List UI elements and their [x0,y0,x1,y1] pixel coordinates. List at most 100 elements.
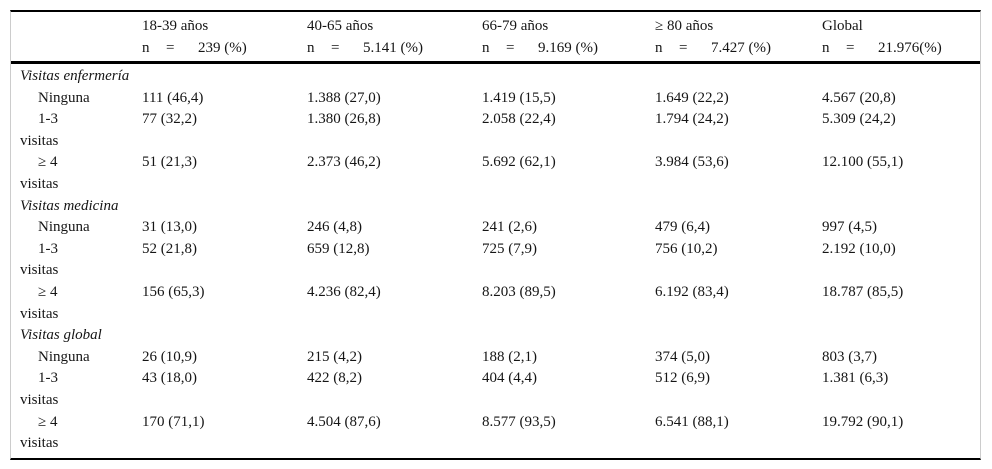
table-row: Ninguna 111 (46,4) 1.388 (27,0) 1.419 (15,5… [11,88,980,110]
data-cell: 2.058 (22,4) [482,111,556,128]
table-row: 1-3 visitas 43 (18,0) 422 (8,2) 404 (4,4) 512… [11,368,980,411]
section-title: Visitas enfermería [20,68,130,84]
data-cell: 4.236 (82,4) [307,283,381,300]
section-row: Visitas enfermería [11,66,980,88]
data-cell: 725 (7,9) [482,240,537,257]
data-cell: 404 (4,4) [482,370,537,387]
table-row: ≥ 4 visitas 170 (71,1) 4.504 (87,6) 8.577 (9… [11,412,980,455]
section-row: Visitas global [11,325,980,347]
table-row: Ninguna 31 (13,0) 246 (4,8) 241 (2,6) 479 (6… [11,217,980,239]
row-label-line2: visitas [20,305,59,322]
n-value: 21.976(%) [878,40,942,56]
row-label: Ninguna [20,347,142,369]
column-header: Global n = 21.976(%) [822,15,980,59]
age-group-label: 18-39 años [142,18,209,34]
sample-size-line: n = 7.427 (%) [655,37,822,59]
data-cell: 512 (6,9) [655,370,710,387]
equals-symbol: = [166,40,175,56]
data-cell: 6.541 (88,1) [655,413,729,430]
n-symbol: n [307,40,315,56]
row-label-line1: Ninguna [38,89,90,106]
data-cell: 8.577 (93,5) [482,413,556,430]
sample-size-line: n = 9.169 (%) [482,37,655,59]
data-cell: 51 (21,3) [142,154,197,171]
n-value: 239 (%) [198,40,247,56]
row-label: 1-3 visitas [20,109,142,152]
row-label-line1: Ninguna [38,219,90,236]
equals-symbol: = [846,40,855,56]
data-cell: 241 (2,6) [482,219,537,236]
age-group-label: 40-65 años [307,18,374,34]
row-label-line1: 1-3 [38,111,58,128]
data-cell: 374 (5,0) [655,348,710,365]
column-header: ≥ 80 años n = 7.427 (%) [655,15,822,59]
data-cell: 1.380 (26,8) [307,111,381,128]
section-row: Visitas medicina [11,196,980,218]
row-label-line2: visitas [20,132,59,149]
row-label-line1: ≥ 4 [38,154,58,171]
header-row: 18-39 años n = 239 (%) 40-65 años n = 5.141 (%)… [11,12,980,64]
row-label-line1: ≥ 4 [38,283,58,300]
row-label-line2: visitas [20,435,59,452]
data-cell: 26 (10,9) [142,348,197,365]
section-title: Visitas global [20,327,102,344]
row-label: ≥ 4 visitas [20,282,142,325]
visits-by-age-table: 18-39 años n = 239 (%) 40-65 años n = 5.141 (%)… [10,10,981,460]
n-value: 7.427 (%) [711,40,771,56]
data-cell: 997 (4,5) [822,219,877,236]
header-empty-cell [20,15,142,59]
section-title: Visitas medicina [20,197,119,214]
data-cell: 31 (13,0) [142,219,197,236]
data-cell: 170 (71,1) [142,413,205,430]
data-cell: 1.794 (24,2) [655,111,729,128]
sample-size-line: n = 5.141 (%) [307,37,482,59]
n-symbol: n [142,40,150,56]
age-group-label: 66-79 años [482,18,549,34]
row-label: 1-3 visitas [20,368,142,411]
data-cell: 43 (18,0) [142,370,197,387]
row-label-line2: visitas [20,262,59,279]
equals-symbol: = [331,40,340,56]
data-cell: 2.192 (10,0) [822,240,896,257]
data-cell: 3.984 (53,6) [655,154,729,171]
data-cell: 5.309 (24,2) [822,111,896,128]
row-label-line1: 1-3 [38,370,58,387]
table-row: ≥ 4 visitas 156 (65,3) 4.236 (82,4) 8.203 (8… [11,282,980,325]
data-cell: 8.203 (89,5) [482,283,556,300]
data-cell: 659 (12,8) [307,240,370,257]
n-symbol: n [482,40,490,56]
row-label: ≥ 4 visitas [20,412,142,455]
age-group-label: ≥ 80 años [655,18,714,34]
n-value: 9.169 (%) [538,40,598,56]
data-cell: 5.692 (62,1) [482,154,556,171]
table-row: ≥ 4 visitas 51 (21,3) 2.373 (46,2) 5.692 (62… [11,152,980,195]
data-cell: 1.419 (15,5) [482,89,556,106]
column-header: 66-79 años n = 9.169 (%) [482,15,655,59]
data-cell: 2.373 (46,2) [307,154,381,171]
row-label-line2: visitas [20,175,59,192]
row-label-line1: ≥ 4 [38,413,58,430]
data-cell: 4.567 (20,8) [822,89,896,106]
column-header: 18-39 años n = 239 (%) [142,15,307,59]
row-label: Ninguna [20,217,142,239]
row-label-line1: Ninguna [38,348,90,365]
row-label-line2: visitas [20,391,59,408]
data-cell: 756 (10,2) [655,240,718,257]
n-symbol: n [822,40,830,56]
data-cell: 1.388 (27,0) [307,89,381,106]
equals-symbol: = [506,40,515,56]
table-row: 1-3 visitas 52 (21,8) 659 (12,8) 725 (7,9) 75… [11,239,980,282]
data-cell: 18.787 (85,5) [822,283,904,300]
data-cell: 19.792 (90,1) [822,413,904,430]
row-label-line1: 1-3 [38,240,58,257]
column-header: 40-65 años n = 5.141 (%) [307,15,482,59]
data-cell: 4.504 (87,6) [307,413,381,430]
data-cell: 479 (6,4) [655,219,710,236]
row-label: ≥ 4 visitas [20,152,142,195]
table-body: Visitas enfermería Ninguna 111 (46,4) 1.388… [11,64,980,458]
n-value: 5.141 (%) [363,40,423,56]
data-cell: 215 (4,2) [307,348,362,365]
data-cell: 803 (3,7) [822,348,877,365]
data-cell: 422 (8,2) [307,370,362,387]
